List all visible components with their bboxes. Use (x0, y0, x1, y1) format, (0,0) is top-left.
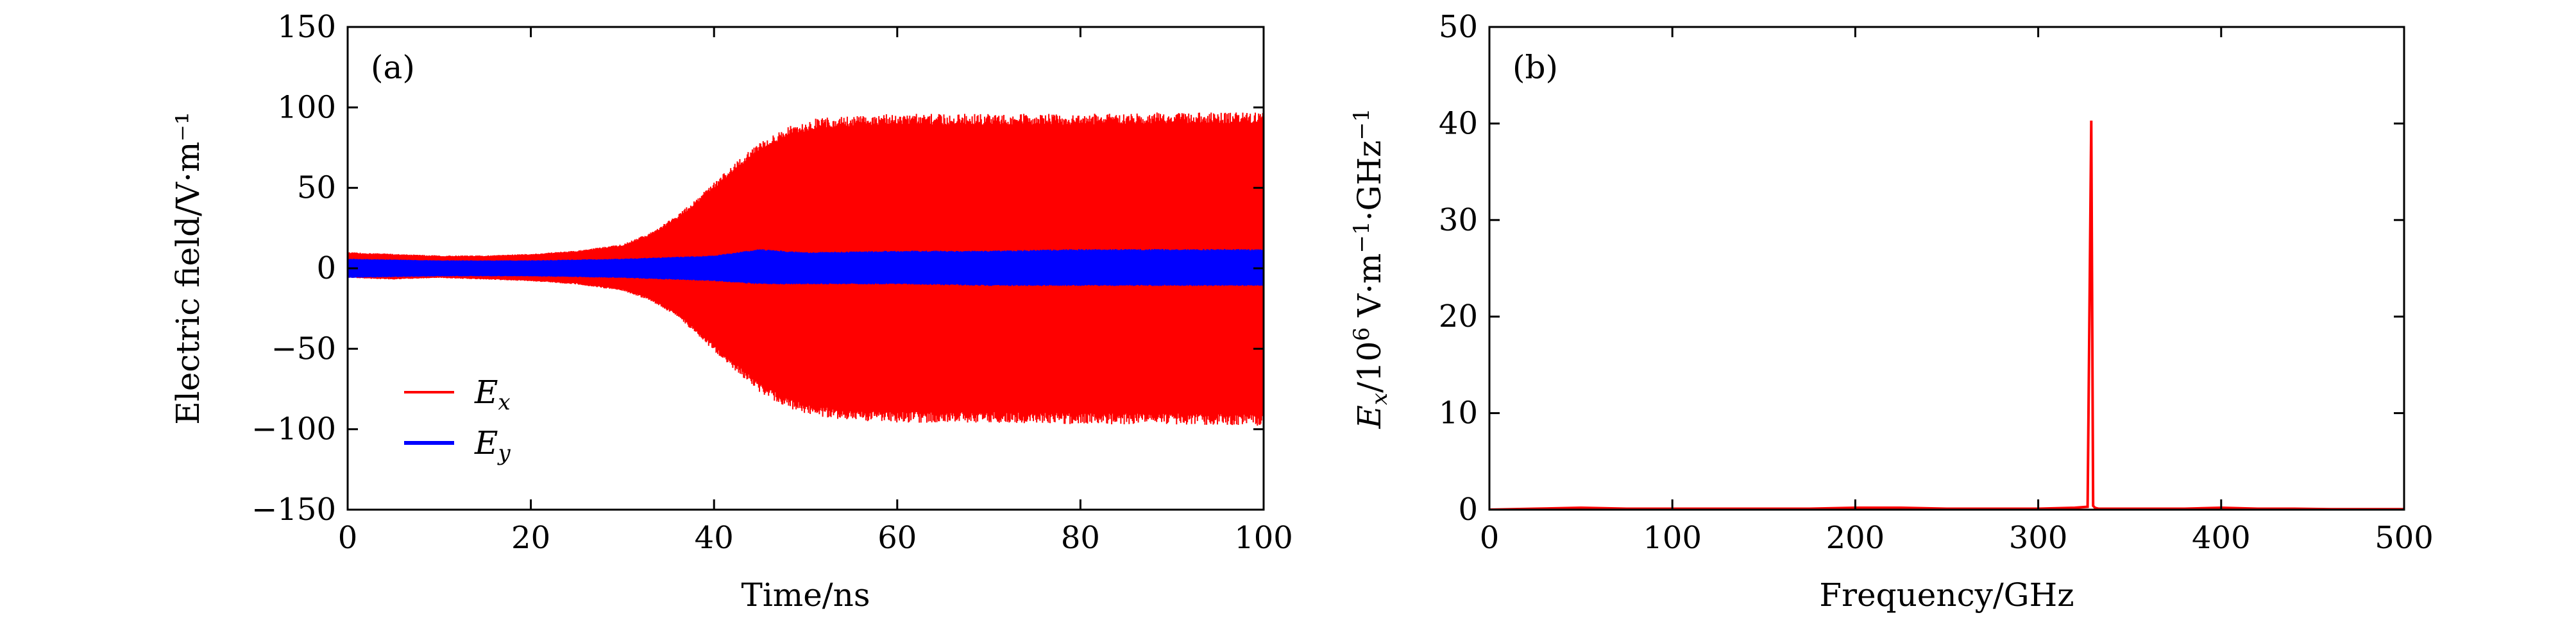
y-tick-label: 150 (277, 9, 336, 45)
legend-label-ey: Ey (474, 424, 511, 466)
y-tick-label: 50 (1439, 9, 1478, 45)
x-tick-label: 0 (338, 520, 358, 556)
panel-b-x-axis-title: Frequency/GHz (1819, 576, 2074, 614)
panel-b-x-ticks: 0 100 200 300 400 500 (1480, 27, 2434, 556)
panel-a-y-ticks: −150 −100 −50 0 50 100 150 (251, 9, 1264, 528)
y-tick-label: 50 (297, 170, 336, 206)
x-tick-label: 300 (2009, 520, 2068, 556)
x-tick-label: 500 (2375, 520, 2434, 556)
panel-a-time-domain: 0 20 40 60 80 100 −150 −100 −50 0 50 100 150 (a) Ti… (169, 9, 1293, 614)
panel-a-legend: Ex Ey (404, 374, 511, 466)
panel-b-y-ticks: 0 10 20 30 40 50 (1439, 9, 2404, 528)
series-line-ey (348, 248, 1264, 286)
x-tick-label: 40 (695, 520, 734, 556)
y-tick-label: 10 (1439, 395, 1478, 431)
panel-a-x-axis-title: Time/ns (741, 576, 870, 614)
panel-b-frame (1488, 26, 2405, 511)
panel-b-plot-area (1489, 120, 2404, 510)
panel-a-label: (a) (371, 49, 415, 86)
panel-a-y-axis-title: Electric field/V·m⁻¹ (169, 112, 207, 425)
y-tick-label: −150 (251, 492, 336, 528)
panel-a-x-ticks: 0 20 40 60 80 100 (338, 27, 1293, 556)
y-tick-label: 0 (1458, 492, 1478, 528)
x-tick-label: 400 (2192, 520, 2251, 556)
x-tick-label: 0 (1480, 520, 1500, 556)
panel-a-plot-area (348, 112, 1264, 426)
panel-b-y-axis-title: Ex/106 V·m−1·GHz−1 (1349, 108, 1393, 429)
y-tick-label: 30 (1439, 202, 1478, 238)
x-tick-label: 200 (1826, 520, 1885, 556)
y-tick-label: −50 (271, 331, 336, 367)
y-tick-label: −100 (251, 411, 336, 447)
x-tick-label: 100 (1234, 520, 1293, 556)
y-tick-label: 40 (1439, 105, 1478, 141)
panel-b-frequency-domain: 0 100 200 300 400 500 0 10 20 30 40 50 (b) Frequen… (1349, 9, 2434, 614)
y-tick-label: 20 (1439, 298, 1478, 334)
y-tick-label: 0 (316, 250, 336, 286)
x-tick-label: 20 (511, 520, 550, 556)
x-tick-label: 60 (877, 520, 917, 556)
y-tick-label: 100 (277, 89, 336, 125)
x-tick-label: 80 (1061, 520, 1100, 556)
x-tick-label: 100 (1643, 520, 1702, 556)
panel-b-label: (b) (1513, 49, 1558, 86)
legend-label-ex: Ex (474, 374, 511, 415)
spectrum-line (1489, 120, 2404, 510)
